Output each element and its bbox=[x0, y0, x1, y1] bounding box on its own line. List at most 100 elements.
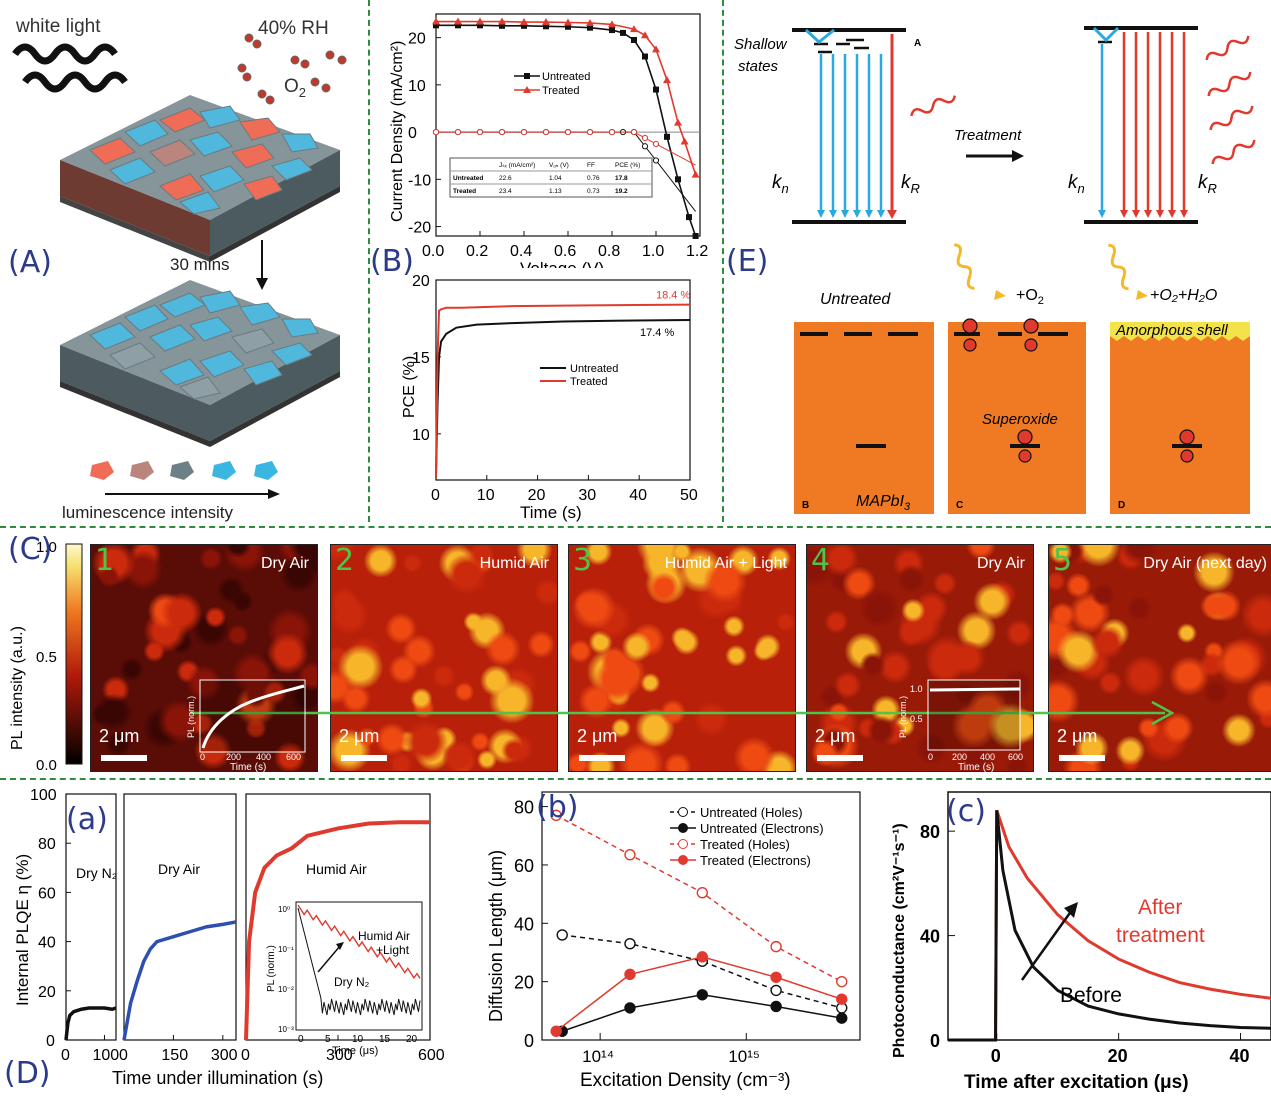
map-title: Dry Air bbox=[261, 555, 309, 572]
amorphous-shell-label: Amorphous shell bbox=[1115, 322, 1228, 339]
pl-map-4: 4 Dry Air 2 μm bbox=[806, 544, 1034, 772]
jv-table-cell: 0.73 bbox=[587, 188, 600, 195]
jv-table-header: Jₛₓ (mA/cm²) bbox=[499, 162, 535, 169]
diff-ylabel: Diffusion Length (μm) bbox=[486, 850, 506, 1022]
jv-point bbox=[433, 22, 439, 29]
scalebar bbox=[1059, 755, 1105, 761]
diff-point bbox=[836, 1012, 848, 1024]
scalebar bbox=[817, 755, 863, 761]
panel-label-E: (E) bbox=[726, 244, 769, 279]
jv-point bbox=[454, 17, 462, 25]
jv-table-cell: Untreated bbox=[453, 175, 483, 182]
pce-annot-treated: 18.4 % bbox=[656, 290, 690, 302]
map-number: 3 bbox=[573, 544, 593, 578]
plqe-subpanel-title: Humid Air bbox=[306, 861, 367, 877]
photo-xtick-label: 0 bbox=[991, 1046, 1001, 1066]
pce-xtick-label: 0 bbox=[431, 487, 440, 504]
jv-point bbox=[631, 36, 637, 43]
diff-point bbox=[624, 938, 636, 950]
mapbi3-label: MAPbI3 bbox=[856, 493, 911, 513]
plqe-inset-xtick: 5 bbox=[325, 1034, 331, 1045]
panel-a: white light 40% RH O2 bbox=[0, 0, 366, 522]
pl-map-1: 1 Dry Air 2 μm bbox=[90, 544, 318, 772]
jv-point bbox=[455, 22, 461, 29]
map-title: Dry Air bbox=[977, 555, 1025, 572]
jv-table-cell: 19.2 bbox=[615, 188, 628, 195]
plqe-xtick-label: 300 bbox=[326, 1047, 353, 1064]
jv-point bbox=[664, 133, 670, 140]
jv-legend-label-0: Untreated bbox=[542, 71, 590, 83]
plqe-series-2 bbox=[244, 820, 430, 1041]
luminescence-label: luminescence intensity bbox=[62, 503, 234, 522]
kn-label-right: kn bbox=[1068, 172, 1085, 196]
jv-point bbox=[521, 22, 527, 29]
panel-label-D: (D) bbox=[4, 1056, 51, 1091]
pce-xlabel: Time (s) bbox=[520, 503, 582, 522]
box-untreated bbox=[794, 322, 934, 514]
plqe-frame-0 bbox=[65, 793, 117, 1041]
map-title: Humid Air bbox=[479, 555, 549, 572]
jv-xtick-label: 1.2 bbox=[686, 243, 708, 260]
plqe-inset-dry bbox=[297, 907, 421, 1016]
jv-ytick-label: -20 bbox=[408, 220, 431, 237]
jv-table-cell: 0.76 bbox=[587, 175, 600, 182]
jv-point bbox=[620, 29, 626, 36]
panel-diffusion: 10¹⁴ 10¹⁵ 80 60 40 20 0 Diffusion Length (μm) Ex… bbox=[462, 782, 872, 1093]
jv-series-1 bbox=[436, 20, 697, 175]
jv-point bbox=[653, 86, 659, 93]
plqe-inset-xlabel: Time (μs) bbox=[332, 1045, 378, 1057]
plqe-ytick-label: 40 bbox=[38, 935, 56, 952]
jv-ytick-label: 20 bbox=[408, 31, 426, 48]
pce-legend-label-1: Treated bbox=[570, 376, 608, 388]
jv-dark-point bbox=[608, 128, 616, 136]
pce-series-0 bbox=[435, 319, 691, 477]
scalebar-label: 2 μm bbox=[815, 726, 856, 746]
jv-table-header: Vₒₙ (V) bbox=[549, 162, 569, 169]
luminescence-scale bbox=[90, 461, 278, 480]
jv-point bbox=[587, 24, 593, 31]
jv-point bbox=[680, 137, 689, 145]
plqe-xlabel: Time under illumination (s) bbox=[112, 1068, 323, 1088]
jv-table-cell: 22.6 bbox=[499, 175, 512, 182]
jv-point bbox=[608, 20, 616, 28]
jv-table-header: FF bbox=[587, 162, 595, 169]
pce-xtick-label: 50 bbox=[680, 487, 698, 504]
jv-dark-point bbox=[652, 157, 660, 164]
panel-a-figure: white light 40% RH O2 bbox=[12, 16, 347, 522]
jv-table-cell: 23.4 bbox=[499, 188, 512, 195]
white-light-label: white light bbox=[15, 16, 101, 37]
sub-label-c: C bbox=[956, 500, 963, 511]
superoxide-label: Superoxide bbox=[982, 411, 1058, 428]
jv-legend-mark-1 bbox=[523, 86, 531, 93]
plqe-xtick-label: 0 bbox=[241, 1047, 250, 1064]
plqe-inset-xtick: 0 bbox=[298, 1034, 304, 1045]
jv-point bbox=[520, 18, 528, 26]
map-number: 5 bbox=[1053, 544, 1073, 578]
diff-ytick-label: 60 bbox=[514, 856, 534, 876]
plqe-inset-ylabel: PL (norm.) bbox=[266, 945, 277, 992]
photo-after-label: After bbox=[1138, 896, 1182, 919]
colorbar-tick-mid: 0.5 bbox=[36, 649, 57, 666]
diff-legend-label: Treated (Holes) bbox=[700, 837, 790, 852]
divider-v2 bbox=[722, 0, 724, 522]
panel-b: 0.0 0.2 0.4 0.6 0.8 1.0 1.2 20 10 0 -10 -20 Voltage … bbox=[370, 0, 720, 522]
shallow-label: Shallow bbox=[734, 36, 788, 53]
map-title: Humid Air + Light bbox=[664, 555, 787, 572]
plqe-ytick-label: 100 bbox=[30, 787, 57, 804]
plqe-ylabel: Internal PLQE η (%) bbox=[13, 854, 32, 1006]
jv-table bbox=[449, 157, 653, 198]
diff-ytick-label: 0 bbox=[524, 1031, 534, 1051]
jv-dark-point bbox=[630, 128, 638, 136]
diff-point bbox=[770, 1000, 782, 1013]
panel-e: Shallow states A kn kR Treatment bbox=[724, 0, 1271, 524]
pce-chart: 0 10 20 30 40 50 20 15 10 Time (s) PCE (%) 18.4 % 17… bbox=[401, 273, 698, 522]
jv-dark-point bbox=[520, 128, 528, 136]
kr-label-right: kR bbox=[1198, 172, 1217, 196]
divider-h2 bbox=[0, 778, 1271, 780]
jv-point bbox=[542, 18, 550, 26]
pce-xtick-label: 20 bbox=[528, 487, 546, 504]
plqe-xtick-label: 150 bbox=[161, 1047, 188, 1064]
plqe-subpanel-title: Dry Air bbox=[158, 861, 200, 877]
map-title: Dry Air (next day) bbox=[1143, 555, 1267, 572]
